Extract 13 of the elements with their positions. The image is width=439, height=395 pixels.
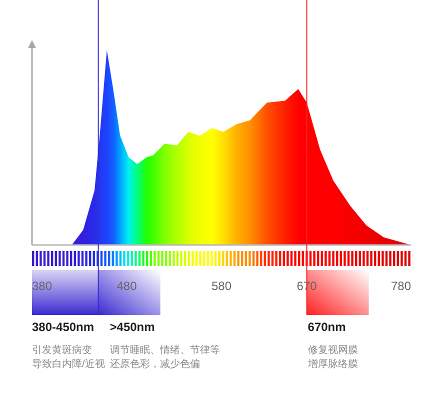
text: 还原色彩，减少色偏 [110,358,200,370]
text: 修复视网膜 [308,344,358,356]
text: 导致白内障/近视 [32,358,105,370]
text: 增厚脉络膜 [306,358,358,370]
text: >450nm [110,320,155,334]
text: 调节睡眠、情绪、节律等 [110,344,220,356]
x-tick-label: 380 [32,279,52,293]
x-tick-label: 580 [211,279,232,293]
text: 670nm [308,320,346,334]
x-tick-label: 780 [390,279,412,293]
text: 引发黄斑病变 [32,344,92,356]
x-tick-label: 480 [116,279,138,293]
text: 380-450nm [32,320,94,334]
